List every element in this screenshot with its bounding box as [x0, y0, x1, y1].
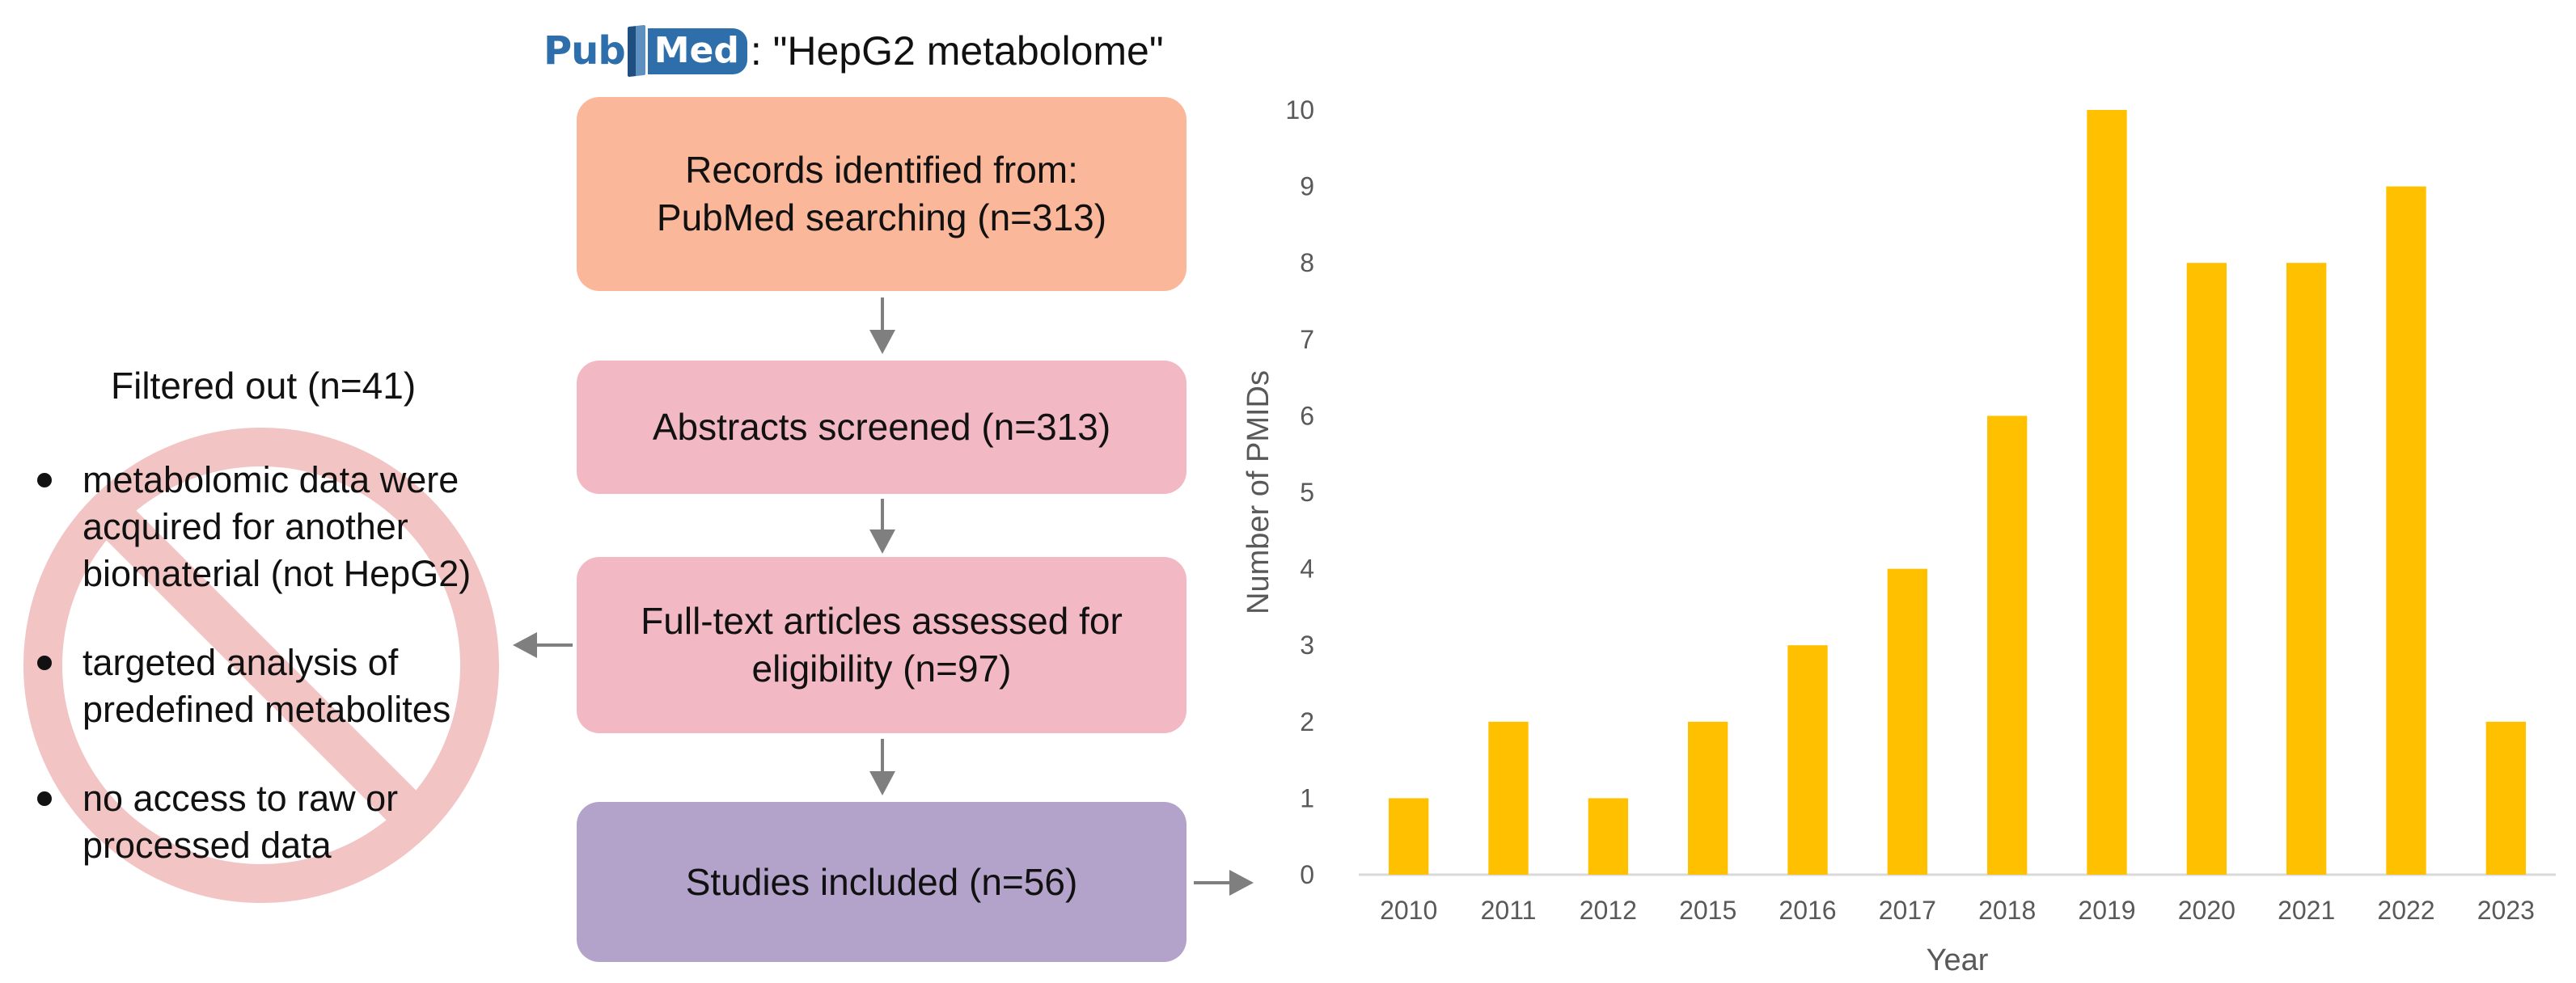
x-tick-label: 2020 — [2178, 896, 2235, 925]
bar — [2087, 110, 2127, 875]
bar — [1389, 798, 1429, 875]
arrow-down-2-icon — [869, 499, 895, 554]
y-tick-label: 2 — [1300, 707, 1314, 736]
bar — [1787, 645, 1828, 875]
bar — [2485, 721, 2526, 875]
records-identified-line1: Records identified from: — [685, 149, 1078, 192]
records-identified-box: Records identified from: PubMed searchin… — [577, 97, 1186, 291]
x-tick-label: 2018 — [1978, 896, 2036, 925]
bar — [1488, 721, 1529, 875]
filter-reason-1-line3: biomaterial (not HepG2) — [82, 553, 472, 594]
bar — [1987, 416, 2028, 875]
pubmed-logo-pub: Pub — [544, 28, 626, 74]
x-tick-label: 2016 — [1779, 896, 1836, 925]
y-tick-label: 0 — [1300, 860, 1314, 889]
filter-reason-1-line1: metabolomic data were — [82, 459, 459, 500]
search-query: : "HepG2 metabolome" — [750, 28, 1164, 74]
x-tick-label: 2011 — [1481, 896, 1537, 925]
x-tick-label: 2019 — [2078, 896, 2135, 925]
x-tick-label: 2017 — [1879, 896, 1936, 925]
x-tick-label: 2022 — [2377, 896, 2434, 925]
filter-reason-3-line1: no access to raw or — [82, 778, 399, 819]
full-text-assessed-box: Full-text articles assessed for eligibil… — [577, 557, 1186, 733]
y-tick-label: 1 — [1300, 783, 1314, 812]
y-tick-label: 7 — [1300, 325, 1314, 354]
bar — [1887, 568, 1927, 875]
bar — [1688, 721, 1728, 875]
x-tick-label: 2010 — [1380, 896, 1437, 925]
studies-included-box: Studies included (n=56) — [577, 802, 1186, 962]
arrow-left-icon — [513, 632, 573, 658]
x-tick-label: 2015 — [1679, 896, 1736, 925]
bar — [1588, 798, 1628, 875]
x-tick-label: 2023 — [2477, 896, 2535, 925]
book-icon — [627, 24, 645, 78]
bullet-icon — [37, 473, 52, 487]
filter-reason-item: targeted analysis of predefined metaboli… — [32, 639, 534, 733]
y-tick-label: 3 — [1300, 631, 1314, 660]
x-tick-label: 2012 — [1580, 896, 1637, 925]
bullet-icon — [37, 791, 52, 806]
full-text-assessed-line1: Full-text articles assessed for — [641, 600, 1123, 643]
pubmed-header: Pub Med : "HepG2 metabolome" — [544, 15, 1164, 87]
y-tick-label: 6 — [1300, 401, 1314, 430]
y-tick-label: 9 — [1300, 172, 1314, 201]
full-text-assessed-line2: eligibility (n=97) — [751, 648, 1012, 690]
y-tick-label: 8 — [1300, 248, 1314, 277]
records-identified-line2: PubMed searching (n=313) — [656, 196, 1107, 238]
x-axis-title: Year — [1927, 943, 1989, 977]
y-tick-label: 10 — [1285, 95, 1314, 124]
arrow-down-3-icon — [869, 739, 895, 795]
pmids-per-year-chart: 0 1 2 3 4 5 6 7 8 9 10 2010 2011 2012 2015 2016 2017 2018… — [1241, 95, 2556, 977]
studies-included-text: Studies included (n=56) — [685, 860, 1078, 903]
abstracts-screened-box: Abstracts screened (n=313) — [577, 361, 1186, 494]
filter-reason-item: no access to raw or processed data — [32, 775, 534, 869]
bar — [2386, 186, 2426, 875]
y-axis-title: Number of PMIDs — [1241, 370, 1275, 614]
filter-reason-2-line1: targeted analysis of — [82, 642, 399, 683]
bar — [2286, 263, 2327, 875]
arrow-right-icon — [1194, 870, 1254, 896]
x-tick-label: 2021 — [2278, 896, 2335, 925]
filtered-out-title: Filtered out (n=41) — [111, 365, 417, 407]
filter-reason-item: metabolomic data were acquired for anoth… — [32, 457, 534, 597]
pubmed-logo: Pub Med — [544, 24, 747, 78]
filter-reason-3-line2: processed data — [82, 825, 332, 866]
bar — [2186, 263, 2227, 875]
arrow-down-1-icon — [869, 297, 895, 354]
abstracts-screened-text: Abstracts screened (n=313) — [652, 406, 1111, 449]
filter-reason-1-line2: acquired for another — [82, 506, 408, 547]
y-tick-label: 5 — [1300, 478, 1314, 507]
pubmed-logo-med: Med — [647, 27, 747, 74]
filtered-out-list: metabolomic data were acquired for anoth… — [32, 457, 534, 911]
filter-reason-2-line2: predefined metabolites — [82, 689, 451, 730]
bullet-icon — [37, 656, 52, 670]
y-tick-label: 4 — [1300, 555, 1314, 584]
